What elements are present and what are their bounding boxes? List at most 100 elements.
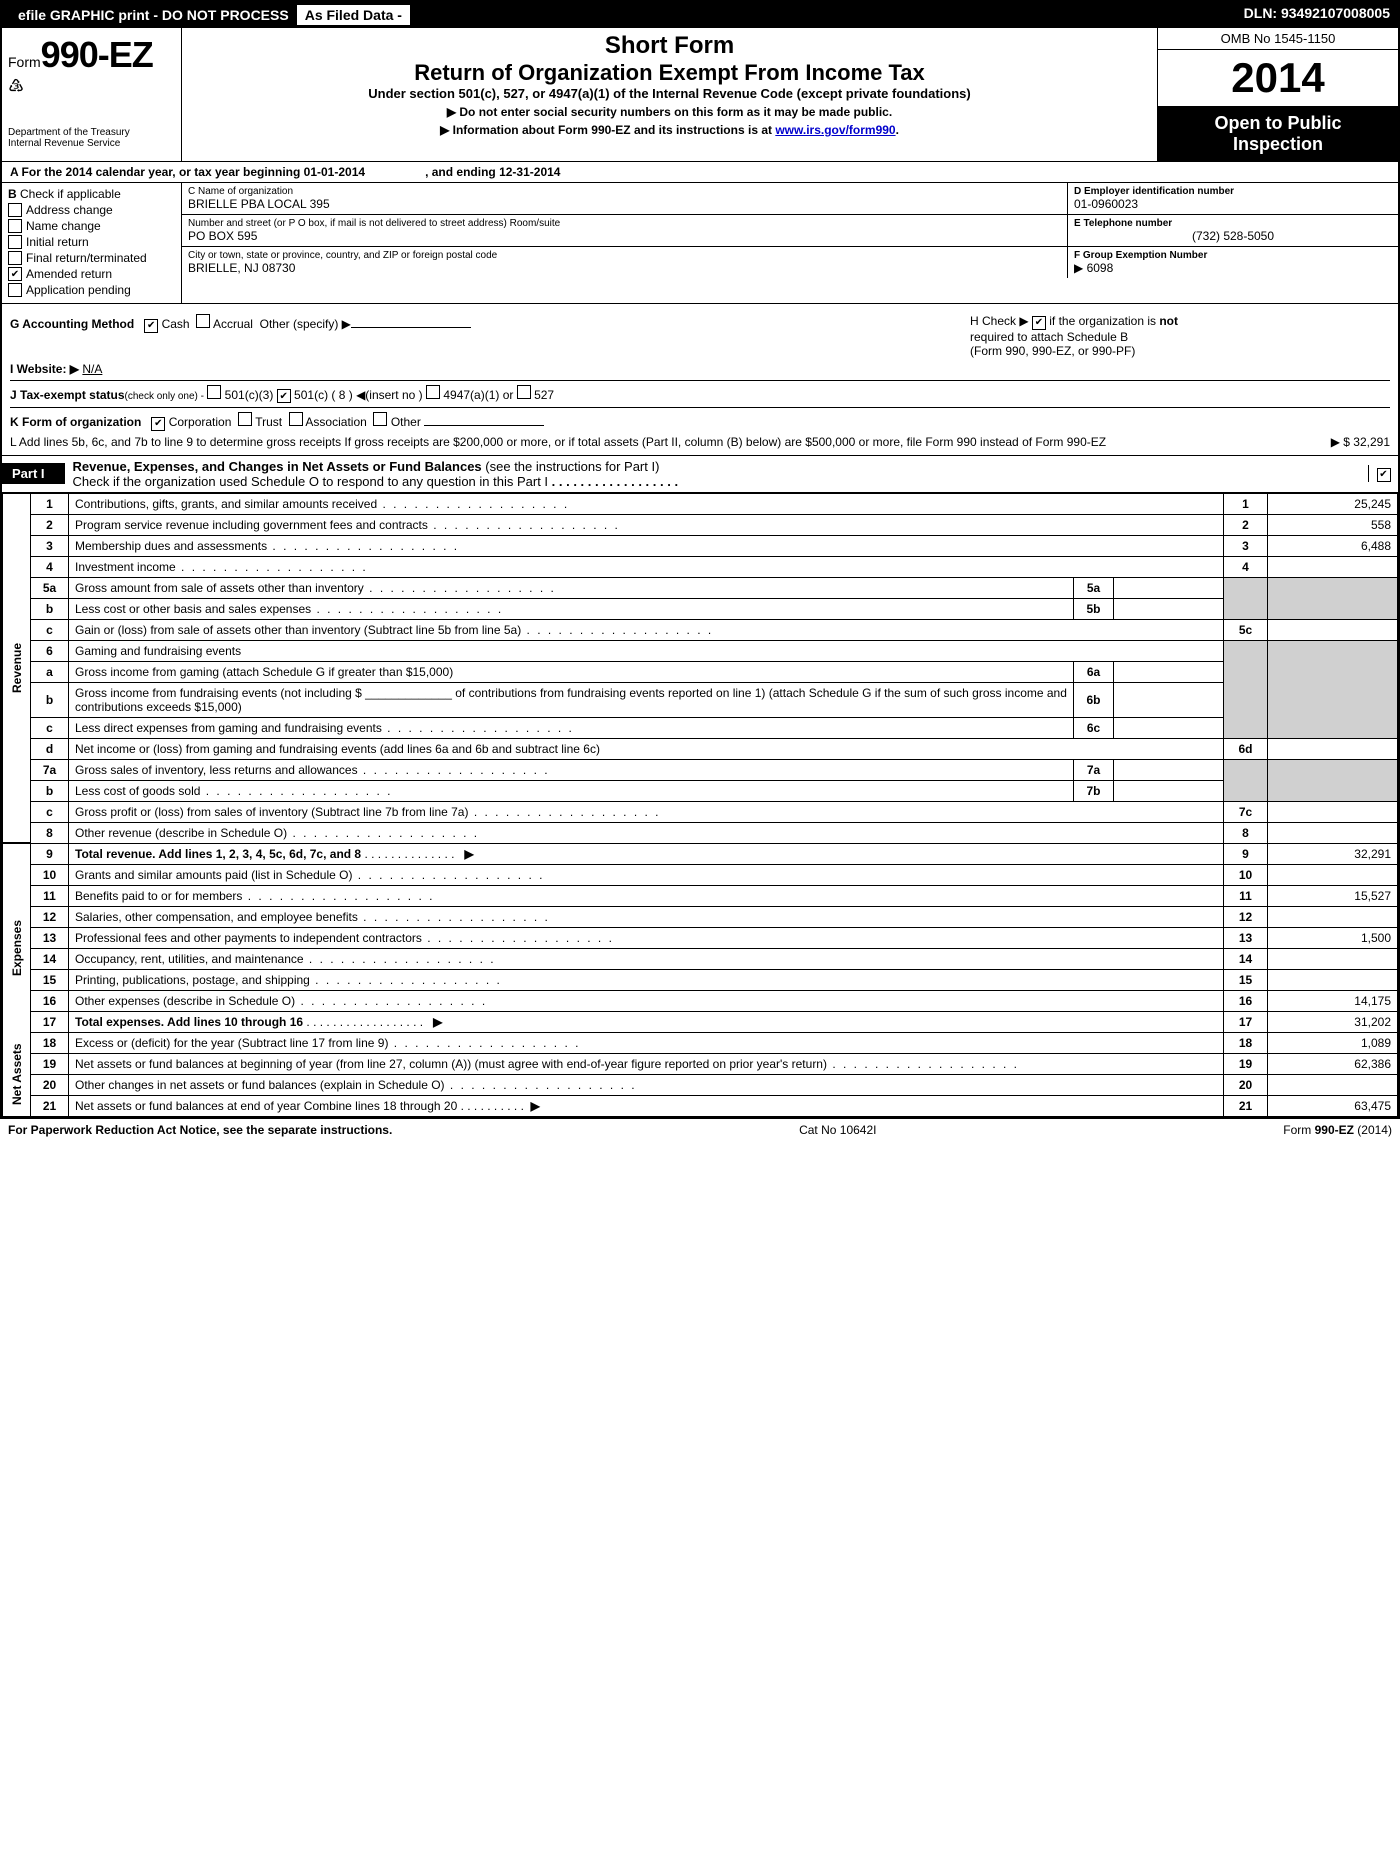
chk-final-return[interactable]	[8, 251, 22, 265]
ln-7a-midbox: 7a	[1074, 759, 1114, 780]
ln-5c-box: 5c	[1224, 619, 1268, 640]
lbl-4947: 4947(a)(1) or	[443, 388, 513, 402]
ln-19-val: 62,386	[1268, 1053, 1398, 1074]
ln-20-box: 20	[1224, 1074, 1268, 1095]
ln-17-box: 17	[1224, 1011, 1268, 1032]
ln-5c-num: c	[31, 619, 69, 640]
chk-501c[interactable]: ✔	[277, 389, 291, 403]
e-label: E Telephone number	[1074, 218, 1172, 229]
ln-7b-midbox: 7b	[1074, 780, 1114, 801]
ln-11-val: 15,527	[1268, 885, 1398, 906]
open-line2: Inspection	[1164, 134, 1392, 155]
lbl-cash: Cash	[162, 317, 190, 331]
ln-16-box: 16	[1224, 990, 1268, 1011]
ln-9-num: 9	[31, 843, 69, 864]
table-row: Net Assets 18 Excess or (deficit) for th…	[3, 1032, 1398, 1053]
ln-9-box: 9	[1224, 843, 1268, 864]
chk-4947[interactable]	[426, 385, 440, 399]
d-label: D Employer identification number	[1074, 186, 1234, 197]
k-label: K Form of organization	[10, 415, 141, 429]
ln-21-box: 21	[1224, 1095, 1268, 1116]
table-row: b Less cost or other basis and sales exp…	[3, 598, 1398, 619]
ln-14-desc: Occupancy, rent, utilities, and maintena…	[69, 948, 1224, 969]
lbl-application-pending: Application pending	[26, 283, 131, 297]
ln-6b-num: b	[31, 682, 69, 717]
table-row: 8 Other revenue (describe in Schedule O)…	[3, 822, 1398, 843]
irs-link[interactable]: www.irs.gov/form990	[775, 123, 895, 137]
chk-name-change[interactable]	[8, 219, 22, 233]
ln-5a-midbox: 5a	[1074, 577, 1114, 598]
chk-amended-return[interactable]: ✔	[8, 267, 22, 281]
ln-16-val: 14,175	[1268, 990, 1398, 1011]
chk-corp[interactable]: ✔	[151, 417, 165, 431]
part1-title-note: (see the instructions for Part I)	[485, 459, 659, 474]
open-line1: Open to Public	[1164, 113, 1392, 134]
table-row: d Net income or (loss) from gaming and f…	[3, 738, 1398, 759]
dln-label: DLN: 93492107008005	[1244, 5, 1390, 25]
title-return: Return of Organization Exempt From Incom…	[202, 60, 1137, 86]
ln-13-desc: Professional fees and other payments to …	[69, 927, 1224, 948]
footer-mid: Cat No 10642I	[799, 1123, 876, 1137]
org-city: BRIELLE, NJ 08730	[188, 261, 1061, 275]
ln-15-val	[1268, 969, 1398, 990]
footer-right-wrap: Form 990-EZ (2014)	[1283, 1123, 1392, 1137]
ln-6b-midval	[1114, 682, 1224, 717]
ln-19-desc: Net assets or fund balances at beginning…	[69, 1053, 1224, 1074]
row-a-pre: A For the 2014 calendar year, or tax yea…	[10, 165, 365, 179]
part1-checkbox-cell: ✔	[1368, 465, 1398, 482]
ln-6d-num: d	[31, 738, 69, 759]
chk-schedule-b[interactable]: ✔	[1032, 316, 1046, 330]
table-row: 19 Net assets or fund balances at beginn…	[3, 1053, 1398, 1074]
table-row: 3 Membership dues and assessments 3 6,48…	[3, 535, 1398, 556]
lbl-initial-return: Initial return	[26, 235, 89, 249]
ln-6c-midval	[1114, 717, 1224, 738]
ln-6-greybox	[1224, 640, 1268, 738]
chk-initial-return[interactable]	[8, 235, 22, 249]
ln-12-num: 12	[31, 906, 69, 927]
ln-7a-desc: Gross sales of inventory, less returns a…	[69, 759, 1074, 780]
chk-527[interactable]	[517, 385, 531, 399]
g-accounting: G Accounting Method ✔ Cash Accrual Other…	[10, 314, 970, 358]
chk-501c3[interactable]	[207, 385, 221, 399]
side-revenue: Revenue	[3, 493, 31, 843]
org-name: BRIELLE PBA LOCAL 395	[188, 197, 1061, 211]
chk-accrual[interactable]	[196, 314, 210, 328]
ln-2-desc: Program service revenue including govern…	[69, 514, 1224, 535]
table-row: 21 Net assets or fund balances at end of…	[3, 1095, 1398, 1116]
l-val: ▶ $ 32,291	[1230, 435, 1390, 449]
lbl-trust: Trust	[255, 415, 282, 429]
ln-18-box: 18	[1224, 1032, 1268, 1053]
ln-1-desc: Contributions, gifts, grants, and simila…	[69, 493, 1224, 514]
c-city-cell: City or town, state or province, country…	[182, 247, 1068, 278]
l-gross-receipts: L Add lines 5b, 6c, and 7b to line 9 to …	[10, 435, 1390, 449]
ln-21-val: 63,475	[1268, 1095, 1398, 1116]
ln-16-desc: Other expenses (describe in Schedule O)	[69, 990, 1224, 1011]
efile-label: efile GRAPHIC print - DO NOT PROCESS	[10, 5, 297, 25]
ln-6c-desc: Less direct expenses from gaming and fun…	[69, 717, 1074, 738]
ln-1-num: 1	[31, 493, 69, 514]
ln-17-arrow: ▶	[433, 1015, 442, 1029]
col-b: B Check if applicable Address change Nam…	[2, 183, 182, 303]
chk-assoc[interactable]	[289, 412, 303, 426]
lbl-final-return: Final return/terminated	[26, 251, 147, 265]
chk-cash[interactable]: ✔	[144, 319, 158, 333]
ln-2-num: 2	[31, 514, 69, 535]
ln-5ab-greyval	[1268, 577, 1398, 619]
lbl-other-method: Other (specify) ▶	[260, 317, 351, 331]
chk-schedule-o[interactable]: ✔	[1377, 468, 1391, 482]
chk-application-pending[interactable]	[8, 283, 22, 297]
table-row: Expenses 10 Grants and similar amounts p…	[3, 864, 1398, 885]
form-id-cell: Form990-EZ ♵ Department of the Treasury …	[2, 28, 182, 161]
ln-2-box: 2	[1224, 514, 1268, 535]
c-city-label: City or town, state or province, country…	[188, 250, 1061, 261]
ln-11-box: 11	[1224, 885, 1268, 906]
part1-check-note: Check if the organization used Schedule …	[73, 474, 549, 489]
lbl-501c: 501(c) ( 8 ) ◀(insert no )	[294, 388, 423, 402]
chk-other-org[interactable]	[373, 412, 387, 426]
ln-3-desc: Membership dues and assessments	[69, 535, 1224, 556]
chk-address-change[interactable]	[8, 203, 22, 217]
ln-6d-val	[1268, 738, 1398, 759]
ln-11-desc: Benefits paid to or for members	[69, 885, 1224, 906]
ln-9-val: 32,291	[1268, 843, 1398, 864]
chk-trust[interactable]	[238, 412, 252, 426]
